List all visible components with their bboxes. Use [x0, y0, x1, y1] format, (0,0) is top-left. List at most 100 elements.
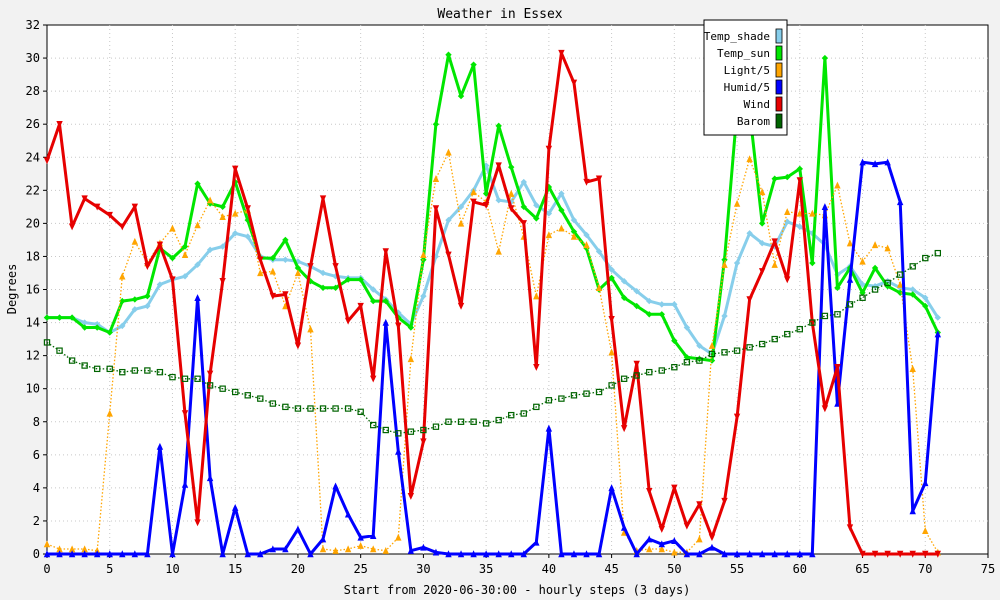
data-point [56, 347, 63, 354]
x-tick-label: 60 [793, 562, 807, 576]
data-point [733, 347, 741, 354]
data-point [608, 484, 615, 492]
series-barom [43, 249, 942, 437]
x-tick-label: 65 [855, 562, 869, 576]
data-point [420, 438, 427, 446]
data-point [457, 92, 465, 100]
data-point [746, 296, 753, 304]
data-point [181, 375, 189, 382]
data-point [219, 213, 226, 220]
data-point [457, 203, 465, 211]
data-point [119, 297, 126, 305]
data-point [771, 175, 778, 182]
data-point [470, 550, 477, 558]
data-point [771, 238, 778, 246]
data-point [633, 372, 640, 379]
data-point [244, 233, 251, 240]
legend-swatch [775, 113, 783, 129]
data-point [646, 368, 653, 376]
y-tick-label: 20 [26, 216, 40, 230]
series-layer [43, 49, 942, 558]
data-point [909, 550, 916, 558]
y-tick-label: 22 [26, 183, 40, 197]
data-point [407, 492, 415, 500]
data-point [721, 312, 728, 320]
data-point [583, 241, 590, 249]
data-point [432, 205, 440, 213]
data-point [119, 223, 126, 231]
data-point [282, 302, 289, 310]
data-point [545, 231, 553, 239]
data-point [683, 550, 691, 558]
data-point [545, 424, 553, 432]
data-point [746, 230, 753, 237]
x-axis-label: Start from 2020-06-30:00 - hourly steps … [344, 583, 691, 597]
data-point [307, 325, 314, 333]
data-point [708, 350, 716, 358]
data-point [570, 232, 578, 240]
data-point [533, 292, 540, 300]
data-point [696, 535, 703, 543]
data-point [206, 382, 214, 389]
data-point [357, 533, 364, 541]
x-tick-label: 45 [604, 562, 618, 576]
data-point [68, 545, 76, 553]
data-point [232, 388, 239, 396]
data-point [382, 297, 389, 305]
data-point [809, 259, 816, 267]
data-point [106, 550, 113, 558]
y-tick-label: 24 [26, 150, 40, 164]
x-tick-label: 40 [542, 562, 556, 576]
data-point [131, 203, 139, 211]
data-point [81, 195, 88, 203]
data-point [282, 291, 289, 299]
data-point [533, 403, 540, 411]
data-point [620, 523, 628, 531]
data-point [583, 390, 590, 397]
data-point [583, 178, 590, 186]
data-point [771, 261, 778, 268]
data-point [821, 54, 829, 62]
data-point [545, 145, 553, 153]
data-point [608, 348, 615, 356]
data-point [533, 201, 540, 209]
data-point [232, 504, 239, 511]
data-point [169, 254, 176, 262]
data-point [558, 395, 565, 402]
data-point [859, 257, 866, 265]
data-point [294, 342, 302, 350]
data-point [896, 271, 904, 278]
y-tick-label: 8 [33, 415, 40, 429]
data-point [407, 546, 415, 554]
data-point [382, 426, 389, 434]
data-point [520, 203, 527, 211]
data-point [307, 263, 314, 271]
data-point [859, 158, 866, 166]
data-point [784, 208, 791, 216]
data-point [382, 546, 389, 554]
data-point [68, 314, 76, 321]
data-point [407, 355, 415, 363]
y-tick-label: 10 [26, 382, 40, 396]
data-point [332, 482, 339, 490]
data-point [219, 385, 226, 392]
data-point [81, 550, 88, 558]
data-point [119, 368, 126, 376]
data-point [646, 535, 653, 543]
data-point [821, 203, 829, 211]
data-point [570, 228, 578, 235]
legend-box [703, 19, 788, 136]
data-point [708, 534, 716, 542]
data-point [257, 550, 264, 558]
data-point [370, 297, 377, 305]
data-point [871, 160, 879, 168]
data-point [896, 550, 904, 558]
data-point [269, 254, 277, 262]
data-point [219, 550, 226, 558]
data-point [595, 175, 603, 183]
data-point [194, 375, 201, 382]
data-point [482, 162, 490, 169]
data-point [658, 301, 665, 308]
data-point [169, 276, 176, 284]
data-point [194, 519, 201, 527]
